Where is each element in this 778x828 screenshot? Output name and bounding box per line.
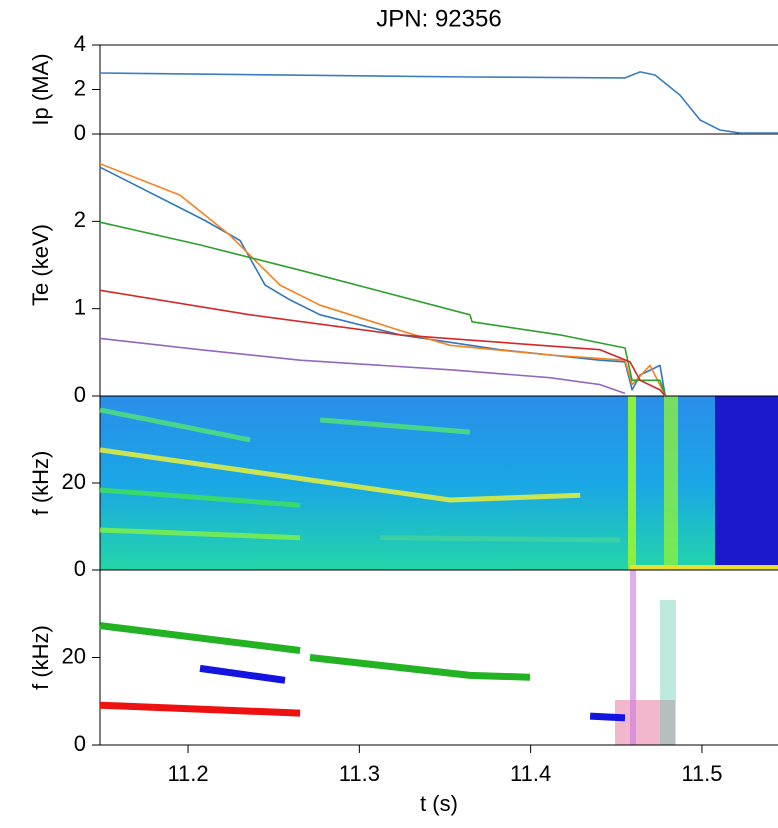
y-tick-label: 20 <box>62 643 86 668</box>
y-tick-label: 2 <box>74 75 86 100</box>
x-tick-label: 11.4 <box>510 761 551 786</box>
series-line <box>99 289 666 397</box>
y-axis-label: Te (keV) <box>28 224 53 306</box>
series-line <box>99 622 301 654</box>
y-tick-label: 0 <box>74 120 86 145</box>
series-line <box>99 71 778 134</box>
y-axis-label: f (kHz) <box>28 451 53 516</box>
mode-track <box>99 407 251 443</box>
series-line <box>99 162 666 396</box>
series-line <box>99 337 626 395</box>
y-tick-label: 20 <box>62 469 86 494</box>
burst-region <box>615 570 676 745</box>
y-axis-label: Ip (MA) <box>28 53 53 125</box>
series-line <box>309 654 531 681</box>
x-tick-label: 11.3 <box>339 761 380 786</box>
x-tick-label: 11.2 <box>167 761 208 786</box>
mode-track <box>319 417 471 435</box>
y-tick-label: 0 <box>74 382 86 407</box>
x-tick-label: 11.5 <box>681 761 722 786</box>
series-line <box>199 664 286 684</box>
x-axis-label: t (s) <box>420 791 458 816</box>
spectrogram-background <box>100 396 778 570</box>
series-line <box>99 701 301 717</box>
mode-track <box>99 447 581 503</box>
series-line <box>99 221 666 396</box>
series-line <box>99 166 666 396</box>
y-tick-label: 4 <box>74 31 86 56</box>
chart-title: JPN: 92356 <box>376 5 501 32</box>
y-tick-label: 1 <box>74 294 86 319</box>
y-axis-label: f (kHz) <box>28 625 53 690</box>
mode-track <box>99 527 301 541</box>
mode-track <box>380 535 621 543</box>
plots: 0 2 4 Ip (MA) JPN: 92356 0 1 2 Te (keV) 0 20 f (kHz… <box>28 5 778 816</box>
y-tick-label: 0 <box>74 556 86 581</box>
y-tick-label: 0 <box>74 731 86 756</box>
series-line <box>589 712 626 722</box>
y-tick-label: 2 <box>74 207 86 232</box>
mode-track <box>99 487 301 508</box>
